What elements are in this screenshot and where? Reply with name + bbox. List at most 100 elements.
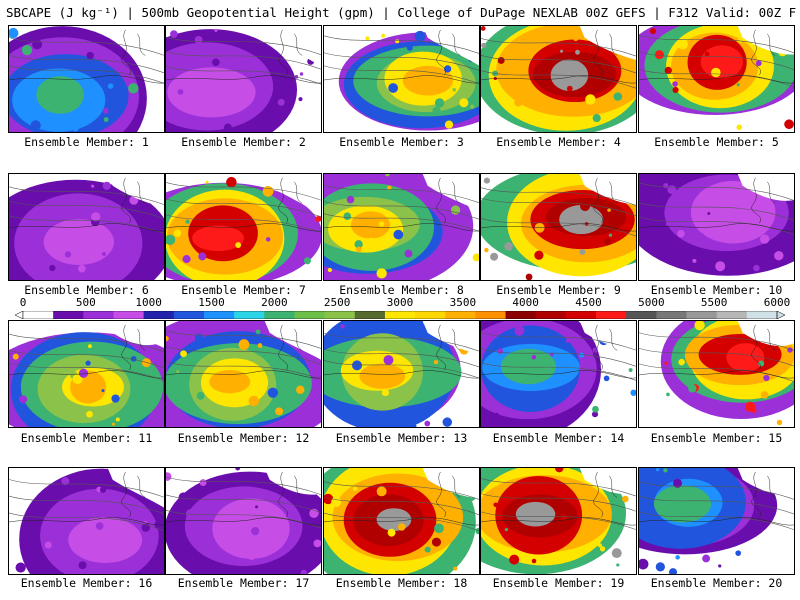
- geopotential-height-contour: [166, 198, 321, 217]
- cape-speckle: [760, 391, 769, 399]
- cape-speckle: [85, 360, 91, 366]
- cape-speckle: [514, 98, 523, 107]
- ensemble-member-caption: Ensemble Member: 11: [20, 431, 153, 445]
- no-cape-area: [264, 468, 321, 495]
- cape-speckle: [209, 199, 216, 206]
- cape-speckle: [677, 38, 688, 50]
- geopotential-height-contour: [639, 34, 794, 54]
- cape-speckle: [214, 28, 218, 32]
- ensemble-member-caption: Ensemble Member: 9: [496, 283, 621, 297]
- cape-speckle: [494, 482, 498, 487]
- cape-speckle: [442, 417, 453, 427]
- cape-speckle: [604, 238, 611, 246]
- cape-speckle: [736, 124, 743, 130]
- cape-speckle: [613, 92, 623, 101]
- cape-speckle: [111, 422, 115, 426]
- cape-field-map: [9, 174, 164, 280]
- ensemble-member-panel: [323, 467, 480, 575]
- cape-field-map: [481, 321, 636, 427]
- colorbar-swatch: [264, 311, 295, 319]
- state-border: [324, 223, 479, 232]
- colorbar-swatch: [203, 311, 235, 319]
- cape-speckle: [255, 505, 259, 509]
- no-cape-area: [579, 468, 636, 495]
- no-cape-area: [737, 321, 794, 347]
- cape-speckle: [91, 184, 95, 188]
- cape-speckle: [265, 237, 271, 242]
- great-lakes-coastline: [593, 29, 618, 76]
- cape-speckle: [249, 555, 255, 561]
- cape-speckle: [32, 39, 43, 50]
- cape-speckle: [376, 486, 387, 497]
- ensemble-member-panel: [480, 467, 637, 575]
- ensemble-member-panel: [480, 25, 637, 133]
- cape-speckle: [86, 51, 94, 60]
- colorbar-tick-label: 5000: [638, 296, 665, 309]
- cape-speckle: [254, 516, 264, 525]
- colorbar-swatch: [415, 311, 446, 319]
- cape-speckle: [694, 232, 706, 244]
- ensemble-member-caption: Ensemble Member: 14: [492, 431, 625, 445]
- state-border: [481, 75, 636, 84]
- ensemble-member-caption: Ensemble Member: 19: [492, 576, 625, 590]
- cape-speckle: [622, 495, 629, 503]
- cape-speckle: [194, 35, 203, 44]
- cape-speckle: [226, 176, 237, 188]
- cape-speckle: [166, 234, 176, 245]
- cape-speckle: [17, 241, 23, 247]
- cape-speckle: [352, 360, 363, 371]
- cape-speckle: [424, 420, 431, 427]
- cape-speckle: [71, 124, 79, 132]
- cape-speckle: [655, 468, 660, 472]
- geopotential-height-contour: [9, 333, 164, 352]
- cape-speckle: [663, 468, 668, 473]
- cape-speckle: [603, 375, 610, 382]
- cape-speckle: [579, 248, 586, 255]
- colorbar-swatch: [113, 311, 145, 319]
- geopotential-height-contour: [166, 346, 321, 365]
- cape-contour-fill: [402, 65, 453, 96]
- state-border: [481, 517, 636, 526]
- cape-field-map: [166, 26, 321, 132]
- great-lakes-coastline: [436, 177, 461, 224]
- cape-speckle: [484, 247, 489, 253]
- cape-contour-fill: [68, 517, 143, 563]
- geopotential-height-contour: [9, 54, 164, 74]
- colorbar-tick-label: 0: [19, 296, 27, 309]
- no-cape-area: [264, 26, 321, 67]
- cape-speckle: [185, 508, 196, 519]
- state-border: [9, 517, 164, 526]
- cape-speckle: [354, 240, 363, 249]
- geopotential-height-contour: [324, 184, 479, 204]
- cape-speckle: [128, 83, 139, 94]
- cape-speckle: [381, 33, 386, 38]
- cape-speckle: [607, 208, 611, 212]
- colorbar-swatch: [294, 311, 326, 319]
- cape-speckle: [275, 407, 284, 416]
- cape-speckle: [737, 38, 743, 43]
- cape-field-map: [166, 174, 321, 280]
- cape-speckle: [70, 544, 78, 551]
- geopotential-height-contour: [166, 361, 321, 380]
- cape-contour-fill: [209, 370, 251, 394]
- colorbar: [15, 311, 785, 319]
- no-cape-area: [422, 468, 479, 499]
- cape-speckle: [251, 527, 260, 536]
- no-cape-area: [579, 174, 636, 205]
- geopotential-height-contour: [481, 218, 636, 237]
- cape-speckle: [102, 181, 111, 190]
- geopotential-height-contour: [639, 69, 794, 88]
- cape-speckle: [387, 528, 396, 537]
- cape-contour-fill: [36, 76, 84, 114]
- cape-speckle: [44, 541, 52, 549]
- cape-speckle: [524, 469, 529, 474]
- cape-speckle: [755, 60, 762, 67]
- cape-speckle: [185, 219, 190, 224]
- cape-speckle: [678, 358, 685, 366]
- great-lakes-coastline: [593, 177, 618, 224]
- cape-speckle: [675, 555, 680, 560]
- ensemble-member-caption: Ensemble Member: 4: [496, 135, 621, 149]
- no-cape-area: [737, 468, 794, 496]
- ensemble-member-caption: Ensemble Member: 8: [339, 283, 464, 297]
- ensemble-member-panel: [480, 173, 637, 281]
